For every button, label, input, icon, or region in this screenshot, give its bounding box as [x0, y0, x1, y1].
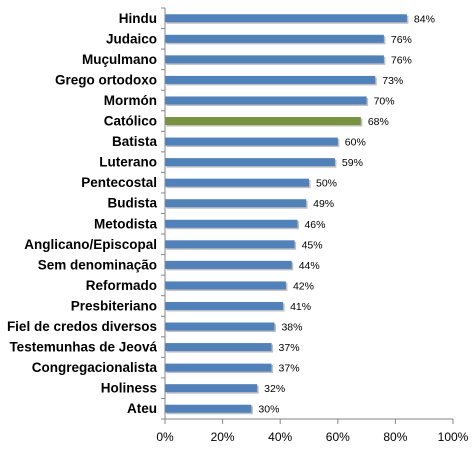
bar-grego-ortodoxo: [165, 75, 376, 84]
category-label-anglicano-episcopal: Anglicano/Episcopal: [24, 237, 157, 252]
bar-pentecostal: [165, 178, 309, 187]
category-label-testemunhas-de-jeova: Testemunhas de Jeová: [9, 340, 157, 355]
bar-fiel-de-credos-diversos: [165, 322, 275, 331]
data-label-catolico: 68%: [368, 116, 389, 128]
bar-ateu: [165, 404, 252, 413]
category-label-sem-denominacao: Sem denominação: [38, 257, 157, 272]
category-label-muculmano: Muçulmano: [82, 52, 157, 67]
labels-group: Hindu 84% Judaico 76% Muçulmano 76% Grego orto…: [7, 11, 469, 444]
category-label-congregacionalista: Congregacionalista: [32, 360, 158, 375]
x-tick-label-40: 40%: [268, 430, 292, 444]
data-label-hindu: 84%: [414, 13, 435, 25]
data-label-luterano: 59%: [342, 157, 363, 169]
category-label-ateu: Ateu: [127, 401, 157, 416]
bar-catolico: [165, 117, 361, 126]
data-label-muculmano: 76%: [391, 54, 412, 66]
bar-budista: [165, 199, 307, 208]
bar-mormon: [165, 96, 367, 105]
data-label-fiel-de-credos-diversos: 38%: [281, 322, 302, 334]
category-label-metodista: Metodista: [94, 216, 157, 231]
bar-reformado: [165, 281, 286, 290]
category-label-budista: Budista: [107, 196, 157, 211]
bar-batista: [165, 137, 338, 146]
bars-group: [165, 14, 409, 415]
category-label-grego-ortodoxo: Grego ortodoxo: [55, 72, 157, 87]
category-label-mormon: Mormón: [104, 93, 157, 108]
category-label-batista: Batista: [112, 134, 158, 149]
data-label-mormon: 70%: [374, 95, 395, 107]
data-label-ateu: 30%: [258, 404, 279, 416]
bar-metodista: [165, 219, 298, 228]
bar-testemunhas-de-jeova: [165, 343, 272, 352]
bar-holiness: [165, 384, 258, 393]
data-label-anglicano-episcopal: 45%: [302, 239, 323, 251]
bar-sem-denominacao: [165, 260, 292, 269]
x-tick-label-60: 60%: [326, 430, 350, 444]
category-label-fiel-de-credos-diversos: Fiel de credos diversos: [7, 319, 157, 334]
category-label-presbiteriano: Presbiteriano: [71, 298, 157, 313]
data-label-grego-ortodoxo: 73%: [382, 75, 403, 87]
category-label-hindu: Hindu: [119, 11, 157, 26]
data-label-pentecostal: 50%: [316, 178, 337, 190]
x-tick-label-0: 0%: [156, 430, 174, 444]
category-label-catolico: Católico: [104, 114, 157, 129]
x-tick-label-20: 20%: [211, 430, 235, 444]
bar-congregacionalista: [165, 363, 272, 372]
x-tick-label-100: 100%: [438, 430, 469, 444]
data-label-metodista: 46%: [304, 219, 325, 231]
bar-judaico: [165, 34, 384, 43]
bar-anglicano-episcopal: [165, 240, 295, 249]
axes-group: [161, 7, 454, 424]
data-label-budista: 49%: [313, 198, 334, 210]
data-label-sem-denominacao: 44%: [299, 260, 320, 272]
category-label-reformado: Reformado: [86, 278, 157, 293]
data-label-testemunhas-de-jeova: 37%: [279, 342, 300, 354]
category-label-judaico: Judaico: [106, 31, 157, 46]
data-label-reformado: 42%: [293, 280, 314, 292]
bar-muculmano: [165, 55, 384, 64]
bar-hindu: [165, 14, 407, 23]
bar-presbiteriano: [165, 301, 284, 310]
category-label-pentecostal: Pentecostal: [81, 175, 157, 190]
data-label-batista: 60%: [345, 137, 366, 149]
bar-luterano: [165, 158, 335, 167]
data-label-presbiteriano: 41%: [290, 301, 311, 313]
data-label-holiness: 32%: [264, 383, 285, 395]
data-label-judaico: 76%: [391, 34, 412, 46]
x-tick-label-80: 80%: [383, 430, 407, 444]
category-label-holiness: Holiness: [101, 381, 157, 396]
category-label-luterano: Luterano: [99, 155, 157, 170]
data-label-congregacionalista: 37%: [279, 363, 300, 375]
